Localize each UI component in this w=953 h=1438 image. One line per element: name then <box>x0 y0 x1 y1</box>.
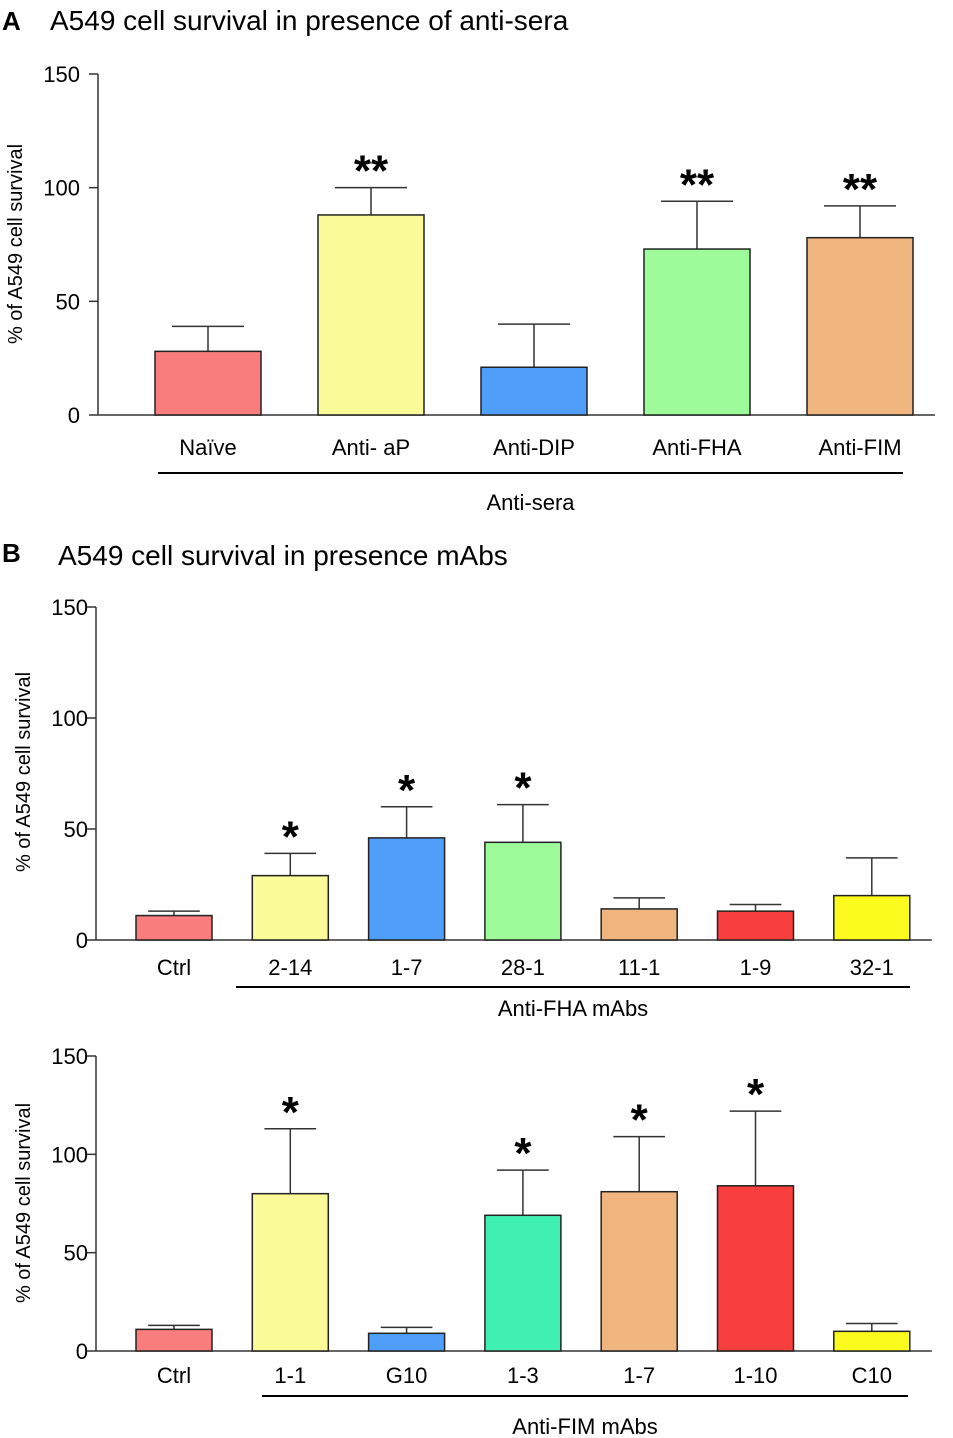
y-tick-label: 150 <box>51 1044 88 1069</box>
x-tick-label: Anti-DIP <box>493 435 575 460</box>
significance-marker: * <box>631 1096 649 1145</box>
x-tick-label: 1-7 <box>623 1363 655 1388</box>
bar-anti-fha <box>643 248 751 416</box>
significance-marker: ** <box>843 165 878 214</box>
y-tick-label: 50 <box>64 1241 88 1266</box>
bar-1-1 <box>251 1192 330 1352</box>
significance-marker: * <box>282 1088 300 1137</box>
panel-b-title: A549 cell survival in presence mAbs <box>58 540 508 571</box>
bar-1-7 <box>600 1190 678 1352</box>
bar-28-1 <box>484 841 562 941</box>
x-tick-label: 28-1 <box>501 955 545 980</box>
x-tick-label: 1-10 <box>733 1363 777 1388</box>
bar-11-1 <box>600 908 678 941</box>
panel-a-title: A549 cell survival in presence of anti-s… <box>50 5 569 36</box>
panel-b-fim-y-axis-label: % of A549 cell survival <box>13 1103 35 1303</box>
panel-a-y-axis-label: % of A549 cell survival <box>5 144 27 344</box>
x-tick-label: Naïve <box>179 435 236 460</box>
y-tick-label: 150 <box>43 62 80 87</box>
x-tick-label: 1-9 <box>740 955 772 980</box>
y-tick-label: 0 <box>68 403 80 428</box>
x-tick-label: 1-3 <box>507 1363 539 1388</box>
panel-b-letter: B <box>2 538 21 568</box>
x-tick-label: Ctrl <box>157 1363 191 1388</box>
bar-32-1 <box>833 894 911 941</box>
significance-marker: ** <box>354 147 389 196</box>
x-tick-label: 1-1 <box>274 1363 306 1388</box>
bar-anti-dip <box>480 366 588 416</box>
x-tick-label: 2-14 <box>268 955 312 980</box>
y-tick-label: 50 <box>64 817 88 842</box>
bar-c10 <box>833 1330 911 1352</box>
bar-anti-fim <box>806 236 914 416</box>
bar-1-9 <box>716 910 795 941</box>
x-tick-label: 11-1 <box>618 955 660 980</box>
significance-marker: ** <box>680 160 715 209</box>
y-tick-label: 0 <box>76 1339 88 1364</box>
y-tick-label: 50 <box>56 289 80 314</box>
x-tick-label: C10 <box>852 1363 892 1388</box>
x-tick-label: Anti-FHA <box>652 435 742 460</box>
y-tick-label: 100 <box>51 1142 88 1167</box>
panel-b-fha-chart: B A549 cell survival in presence mAbs % … <box>2 538 932 1021</box>
y-tick-label: 0 <box>76 928 88 953</box>
y-tick-label: 100 <box>43 176 80 201</box>
significance-marker: * <box>398 766 416 815</box>
significance-marker: * <box>514 764 532 813</box>
group-label: Anti-sera <box>486 490 575 515</box>
bar-1-3 <box>484 1214 562 1352</box>
bar-ctrl <box>135 914 213 941</box>
bar-g10 <box>367 1332 446 1352</box>
panel-b-fim-chart: % of A549 cell survival 0 50 100 150 Ctrl * 1-… <box>13 1044 932 1438</box>
significance-marker: * <box>514 1129 532 1178</box>
group-label: Anti-FHA mAbs <box>498 996 648 1021</box>
x-tick-label: Anti-FIM <box>818 435 901 460</box>
x-tick-label: Ctrl <box>157 955 191 980</box>
y-tick-label: 150 <box>51 595 88 620</box>
group-label: Anti-FIM mAbs <box>512 1414 657 1438</box>
x-tick-label: 1-7 <box>391 955 423 980</box>
bar-2-14 <box>251 874 330 941</box>
panel-a-chart: A A549 cell survival in presence of anti… <box>2 5 935 515</box>
bar-na-ve <box>154 350 262 416</box>
significance-marker: * <box>282 812 300 861</box>
y-tick-label: 100 <box>51 706 88 731</box>
x-tick-label: G10 <box>386 1363 428 1388</box>
significance-marker: * <box>747 1070 765 1119</box>
x-tick-label: Anti- aP <box>332 435 410 460</box>
bar-ctrl <box>135 1328 213 1352</box>
panel-a-letter: A <box>2 6 21 36</box>
x-tick-label: 32-1 <box>850 955 894 980</box>
bar-1-10 <box>716 1185 795 1352</box>
bar-anti-ap <box>317 214 425 416</box>
panel-b-fha-y-axis-label: % of A549 cell survival <box>13 672 35 872</box>
bar-1-7 <box>367 837 446 941</box>
